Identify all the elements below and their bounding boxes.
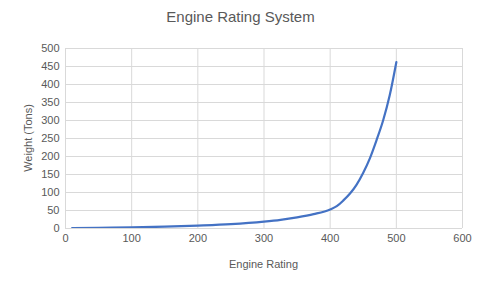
svg-text:350: 350 xyxy=(41,96,59,108)
svg-text:100: 100 xyxy=(122,232,140,244)
svg-text:500: 500 xyxy=(41,42,59,54)
html-text:Engine Rating System: Engine Rating System xyxy=(166,8,315,25)
svg-text:200: 200 xyxy=(189,232,207,244)
svg-text:0: 0 xyxy=(62,232,68,244)
html-text:Engine Rating: Engine Rating xyxy=(228,258,298,270)
svg-text:200: 200 xyxy=(41,150,59,162)
svg-text:450: 450 xyxy=(41,60,59,72)
svg-text:600: 600 xyxy=(453,232,471,244)
svg-text:250: 250 xyxy=(41,132,59,144)
svg-text:400: 400 xyxy=(41,78,59,90)
svg-text:500: 500 xyxy=(387,232,405,244)
svg-text:0: 0 xyxy=(53,222,59,234)
svg-text:300: 300 xyxy=(255,232,273,244)
html-text:Weight (Tons): Weight (Tons) xyxy=(22,104,34,172)
svg-text:300: 300 xyxy=(41,114,59,126)
svg-text:400: 400 xyxy=(321,232,339,244)
svg-text:50: 50 xyxy=(47,204,59,216)
svg-text:150: 150 xyxy=(41,168,59,180)
svg-text:100: 100 xyxy=(41,186,59,198)
